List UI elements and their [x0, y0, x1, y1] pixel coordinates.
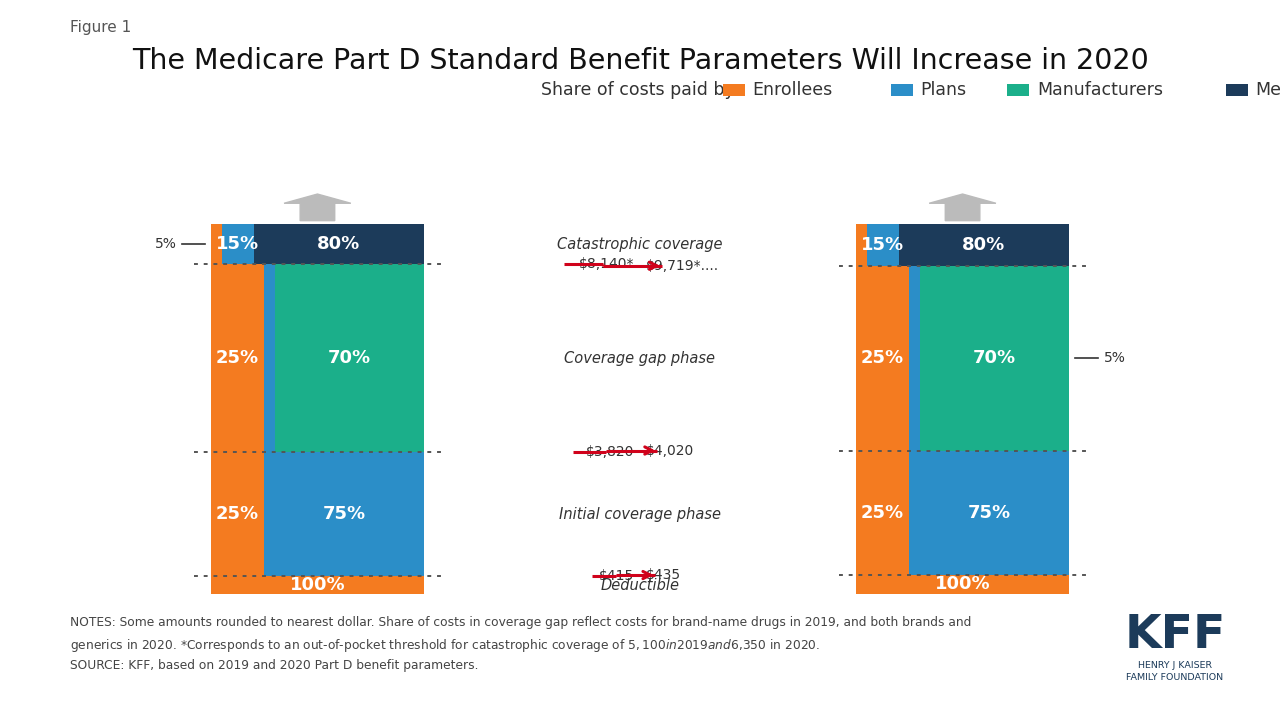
Text: 100%: 100%	[289, 576, 346, 594]
Bar	[899, 225, 1069, 266]
Bar	[211, 576, 424, 594]
Text: 15%: 15%	[216, 235, 259, 253]
Bar	[275, 264, 424, 452]
Bar	[211, 452, 264, 576]
Bar	[264, 452, 424, 576]
Text: $435: $435	[646, 568, 681, 582]
Text: 70%: 70%	[973, 349, 1016, 367]
Text: Figure 1: Figure 1	[70, 20, 132, 35]
Text: HENRY J KAISER
FAMILY FOUNDATION: HENRY J KAISER FAMILY FOUNDATION	[1126, 661, 1224, 683]
Text: 100%: 100%	[934, 575, 991, 593]
Text: 80%: 80%	[317, 235, 361, 253]
FancyArrow shape	[929, 194, 996, 220]
Text: 5%: 5%	[1103, 351, 1125, 365]
Bar	[264, 264, 275, 452]
Text: Coverage gap phase: Coverage gap phase	[564, 351, 716, 366]
Text: 25%: 25%	[216, 349, 259, 367]
Bar	[221, 225, 253, 264]
Text: Enrollees: Enrollees	[753, 81, 833, 99]
Text: generics in 2020. *Corresponds to an out-of-pocket threshold for catastrophic co: generics in 2020. *Corresponds to an out…	[70, 637, 820, 654]
Text: $8,140*: $8,140*	[579, 257, 635, 271]
Text: SOURCE: KFF, based on 2019 and 2020 Part D benefit parameters.: SOURCE: KFF, based on 2019 and 2020 Part…	[70, 659, 479, 672]
Text: Plans: Plans	[920, 81, 966, 99]
Text: $4,020: $4,020	[646, 444, 694, 457]
Text: 25%: 25%	[861, 349, 904, 367]
Bar	[920, 266, 1069, 451]
Bar	[856, 575, 1069, 594]
Text: 25%: 25%	[861, 504, 904, 522]
Text: 70%: 70%	[328, 349, 371, 367]
Bar	[909, 451, 1069, 575]
Bar	[856, 266, 909, 451]
Bar	[856, 225, 867, 266]
Text: 80%: 80%	[963, 236, 1006, 254]
Text: 75%: 75%	[323, 505, 366, 523]
Text: $415: $415	[599, 570, 635, 583]
Text: KFF: KFF	[1124, 613, 1226, 658]
Bar	[856, 451, 909, 575]
Text: $9,719*....: $9,719*....	[646, 258, 719, 273]
Text: Medicare: Medicare	[1256, 81, 1280, 99]
Text: Share of costs paid by:: Share of costs paid by:	[541, 81, 739, 99]
Text: Manufacturers: Manufacturers	[1037, 81, 1162, 99]
Text: The Medicare Part D Standard Benefit Parameters Will Increase in 2020: The Medicare Part D Standard Benefit Par…	[132, 47, 1148, 75]
Text: Catastrophic coverage: Catastrophic coverage	[557, 237, 723, 251]
Text: $3,820: $3,820	[586, 446, 635, 459]
Bar	[253, 225, 424, 264]
Bar	[867, 225, 899, 266]
Text: 75%: 75%	[968, 504, 1011, 522]
Text: 15%: 15%	[861, 236, 904, 254]
Text: NOTES: Some amounts rounded to nearest dollar. Share of costs in coverage gap re: NOTES: Some amounts rounded to nearest d…	[70, 616, 972, 629]
Bar	[211, 264, 264, 452]
Bar	[211, 225, 221, 264]
Text: 5%: 5%	[155, 237, 177, 251]
Text: Deductible: Deductible	[600, 577, 680, 593]
Bar	[909, 266, 920, 451]
FancyArrow shape	[284, 194, 351, 220]
Text: Initial coverage phase: Initial coverage phase	[559, 507, 721, 522]
Text: 25%: 25%	[216, 505, 259, 523]
